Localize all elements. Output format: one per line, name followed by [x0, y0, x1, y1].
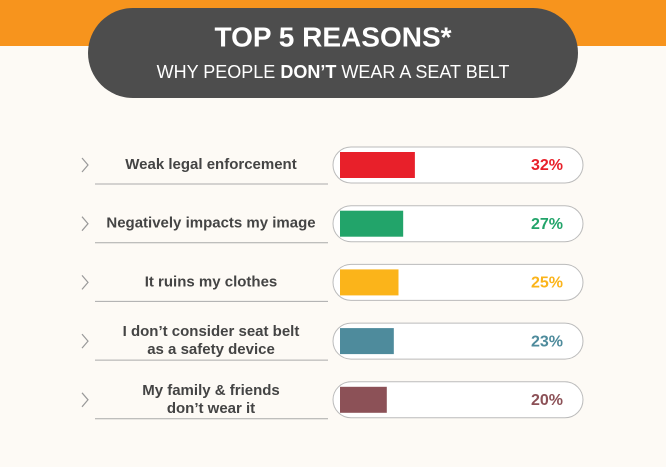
- category-label: I don’t consider seat belt: [123, 323, 300, 340]
- bar-frame: [332, 381, 584, 419]
- subtitle-part: WHY PEOPLE: [157, 62, 276, 82]
- value-label: 32%: [531, 157, 563, 174]
- category-label: don’t wear it: [167, 400, 255, 417]
- category-label: Negatively impacts my image: [106, 215, 315, 232]
- chevron: [81, 275, 89, 290]
- value-label: 27%: [531, 216, 563, 233]
- subtitle-part: WEAR A SEAT BELT: [341, 62, 509, 82]
- value-label: 23%: [531, 333, 563, 350]
- bar-frame: [332, 322, 584, 360]
- bar: [340, 386, 387, 413]
- bar: [340, 152, 415, 178]
- category-label: My family & friends: [142, 382, 280, 399]
- subtitle-emphasis: DON’T: [280, 62, 336, 82]
- category-label: as a safety device: [147, 341, 275, 358]
- bar: [340, 269, 399, 296]
- bar: [340, 210, 404, 237]
- chevron: [81, 392, 89, 408]
- chevron: [81, 157, 89, 173]
- chart-title: TOP 5 REASONS*: [214, 21, 451, 52]
- chevron: [81, 333, 89, 349]
- category-label: It ruins my clothes: [145, 273, 278, 290]
- header-pill: [88, 8, 578, 98]
- bar: [340, 328, 394, 355]
- category-label: Weak legal enforcement: [125, 156, 296, 173]
- value-label: 20%: [531, 392, 563, 409]
- value-label: 25%: [531, 275, 563, 292]
- chevron: [81, 216, 89, 232]
- chart-subtitle: WHY PEOPLE DON’T WEAR A SEAT BELT: [157, 62, 510, 82]
